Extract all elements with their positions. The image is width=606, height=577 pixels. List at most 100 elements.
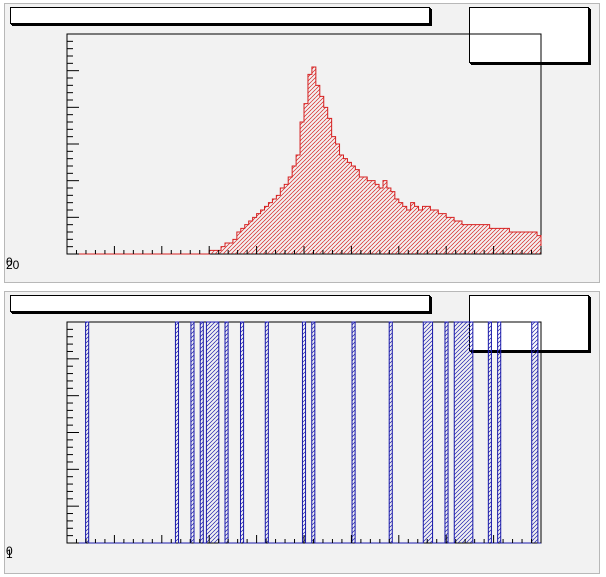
top-histogram-bar	[363, 177, 368, 254]
bottom-pad-title-box	[10, 295, 430, 312]
top-histogram-bar	[537, 235, 541, 254]
top-histogram-bar	[307, 74, 312, 254]
top-histogram-bar	[379, 188, 383, 254]
bottom-histogram-bars	[85, 322, 538, 543]
bottom-histogram-bar	[463, 322, 467, 543]
bottom-histogram-bar	[457, 322, 461, 543]
top-histogram-bar	[430, 210, 435, 254]
top-histogram-tick-label: 0	[6, 255, 13, 269]
top-histogram-bar	[272, 199, 277, 254]
top-histogram-bar	[296, 155, 301, 254]
top-histogram-bars	[209, 67, 541, 254]
top-histogram-bar	[232, 239, 237, 254]
top-histogram-bar	[450, 217, 455, 254]
top-histogram-bar	[292, 166, 297, 254]
top-histogram-bar	[335, 144, 340, 254]
top-histogram-bar	[513, 232, 518, 254]
top-histogram-bar	[284, 184, 289, 254]
bottom-histogram-bar	[200, 322, 204, 543]
top-histogram-bar	[469, 224, 474, 254]
top-histogram-bar	[422, 206, 427, 254]
top-stats-box[interactable]	[469, 7, 589, 63]
top-histogram-bar	[517, 232, 522, 254]
bottom-histogram-bar	[497, 322, 501, 543]
bottom-histogram-bar	[352, 322, 356, 543]
top-histogram-bar	[260, 210, 265, 254]
top-histogram-bar	[367, 180, 372, 254]
top-histogram-bar	[347, 162, 352, 254]
bottom-histogram-bar	[311, 322, 315, 543]
top-histogram-bar	[221, 246, 225, 254]
bottom-histogram-bar	[454, 322, 458, 543]
bottom-histogram-bar	[215, 322, 219, 543]
top-histogram-bar	[458, 221, 462, 254]
bottom-histogram-bar	[85, 322, 89, 543]
top-histogram-bar	[225, 243, 229, 254]
bottom-histogram-bar	[460, 322, 464, 543]
bottom-histogram-bar	[423, 322, 427, 543]
bottom-histogram-bar	[469, 322, 473, 543]
top-histogram-bar	[398, 202, 403, 254]
top-histogram-bar	[406, 210, 411, 254]
top-histogram-bar	[402, 206, 407, 254]
top-histogram-bar	[529, 232, 534, 254]
top-histogram-bar	[300, 122, 304, 254]
top-histogram-bar	[489, 228, 494, 254]
top-histogram-bar	[410, 202, 415, 254]
bottom-histogram-plot: 01	[6, 321, 542, 561]
top-histogram-bar	[351, 166, 356, 254]
bottom-histogram-bar	[389, 322, 393, 543]
top-histogram-bar	[327, 118, 332, 254]
top-histogram-bar	[434, 210, 439, 254]
top-pad[interactable]: 0 20	[4, 3, 600, 283]
top-histogram-bar	[493, 228, 498, 254]
top-histogram-bar	[339, 155, 344, 254]
top-histogram-bar	[509, 232, 514, 254]
top-histogram-bar	[521, 232, 526, 254]
top-histogram-bar	[280, 188, 285, 254]
bottom-histogram-bar	[534, 322, 538, 543]
top-histogram-bar	[375, 184, 380, 254]
top-histogram-bar	[533, 232, 538, 254]
top-histogram-bar	[256, 213, 261, 254]
top-histogram-bar	[446, 217, 451, 254]
bottom-histogram-bar	[488, 322, 492, 543]
top-histogram-bar	[477, 224, 482, 254]
top-histogram-outline	[67, 66, 542, 255]
top-histogram-bar	[462, 224, 466, 254]
top-histogram-bar	[319, 96, 324, 254]
bottom-histogram-bar	[206, 322, 210, 543]
top-histogram-bar	[323, 107, 328, 254]
top-histogram-bar	[311, 67, 316, 254]
top-pad-title-box	[10, 7, 430, 24]
top-histogram-bar	[276, 195, 281, 254]
top-histogram-bar	[454, 221, 459, 254]
bottom-histogram-bar	[212, 322, 216, 543]
top-histogram-bar	[394, 199, 399, 254]
bottom-histogram-bar	[531, 322, 535, 543]
top-histogram-bar	[213, 250, 218, 254]
top-histogram-bar	[288, 177, 293, 254]
top-histogram-bar	[442, 213, 447, 254]
bottom-histogram-tick-label: 1	[6, 547, 13, 561]
top-histogram-bar	[473, 224, 478, 254]
bottom-histogram-bar	[225, 322, 229, 543]
top-histogram-bar	[525, 232, 530, 254]
top-histogram-bar	[252, 217, 257, 254]
bottom-histogram-bar	[240, 322, 244, 543]
bottom-histogram-tick-label: 0	[6, 544, 13, 558]
bottom-histogram-bar	[426, 322, 430, 543]
top-histogram-bar	[383, 180, 387, 254]
top-histogram-bar	[485, 224, 490, 254]
top-histogram-bar	[505, 228, 510, 254]
top-histogram-bar	[501, 228, 506, 254]
top-histogram-bar	[209, 250, 214, 254]
top-histogram-bar	[236, 232, 241, 254]
top-histogram-bar	[465, 224, 470, 254]
top-histogram-bar	[304, 103, 308, 254]
bottom-histogram-bar	[190, 322, 195, 543]
top-histogram-bar	[481, 224, 486, 254]
top-histogram-tick-label: 20	[6, 258, 20, 272]
top-histogram-bar	[228, 243, 233, 254]
